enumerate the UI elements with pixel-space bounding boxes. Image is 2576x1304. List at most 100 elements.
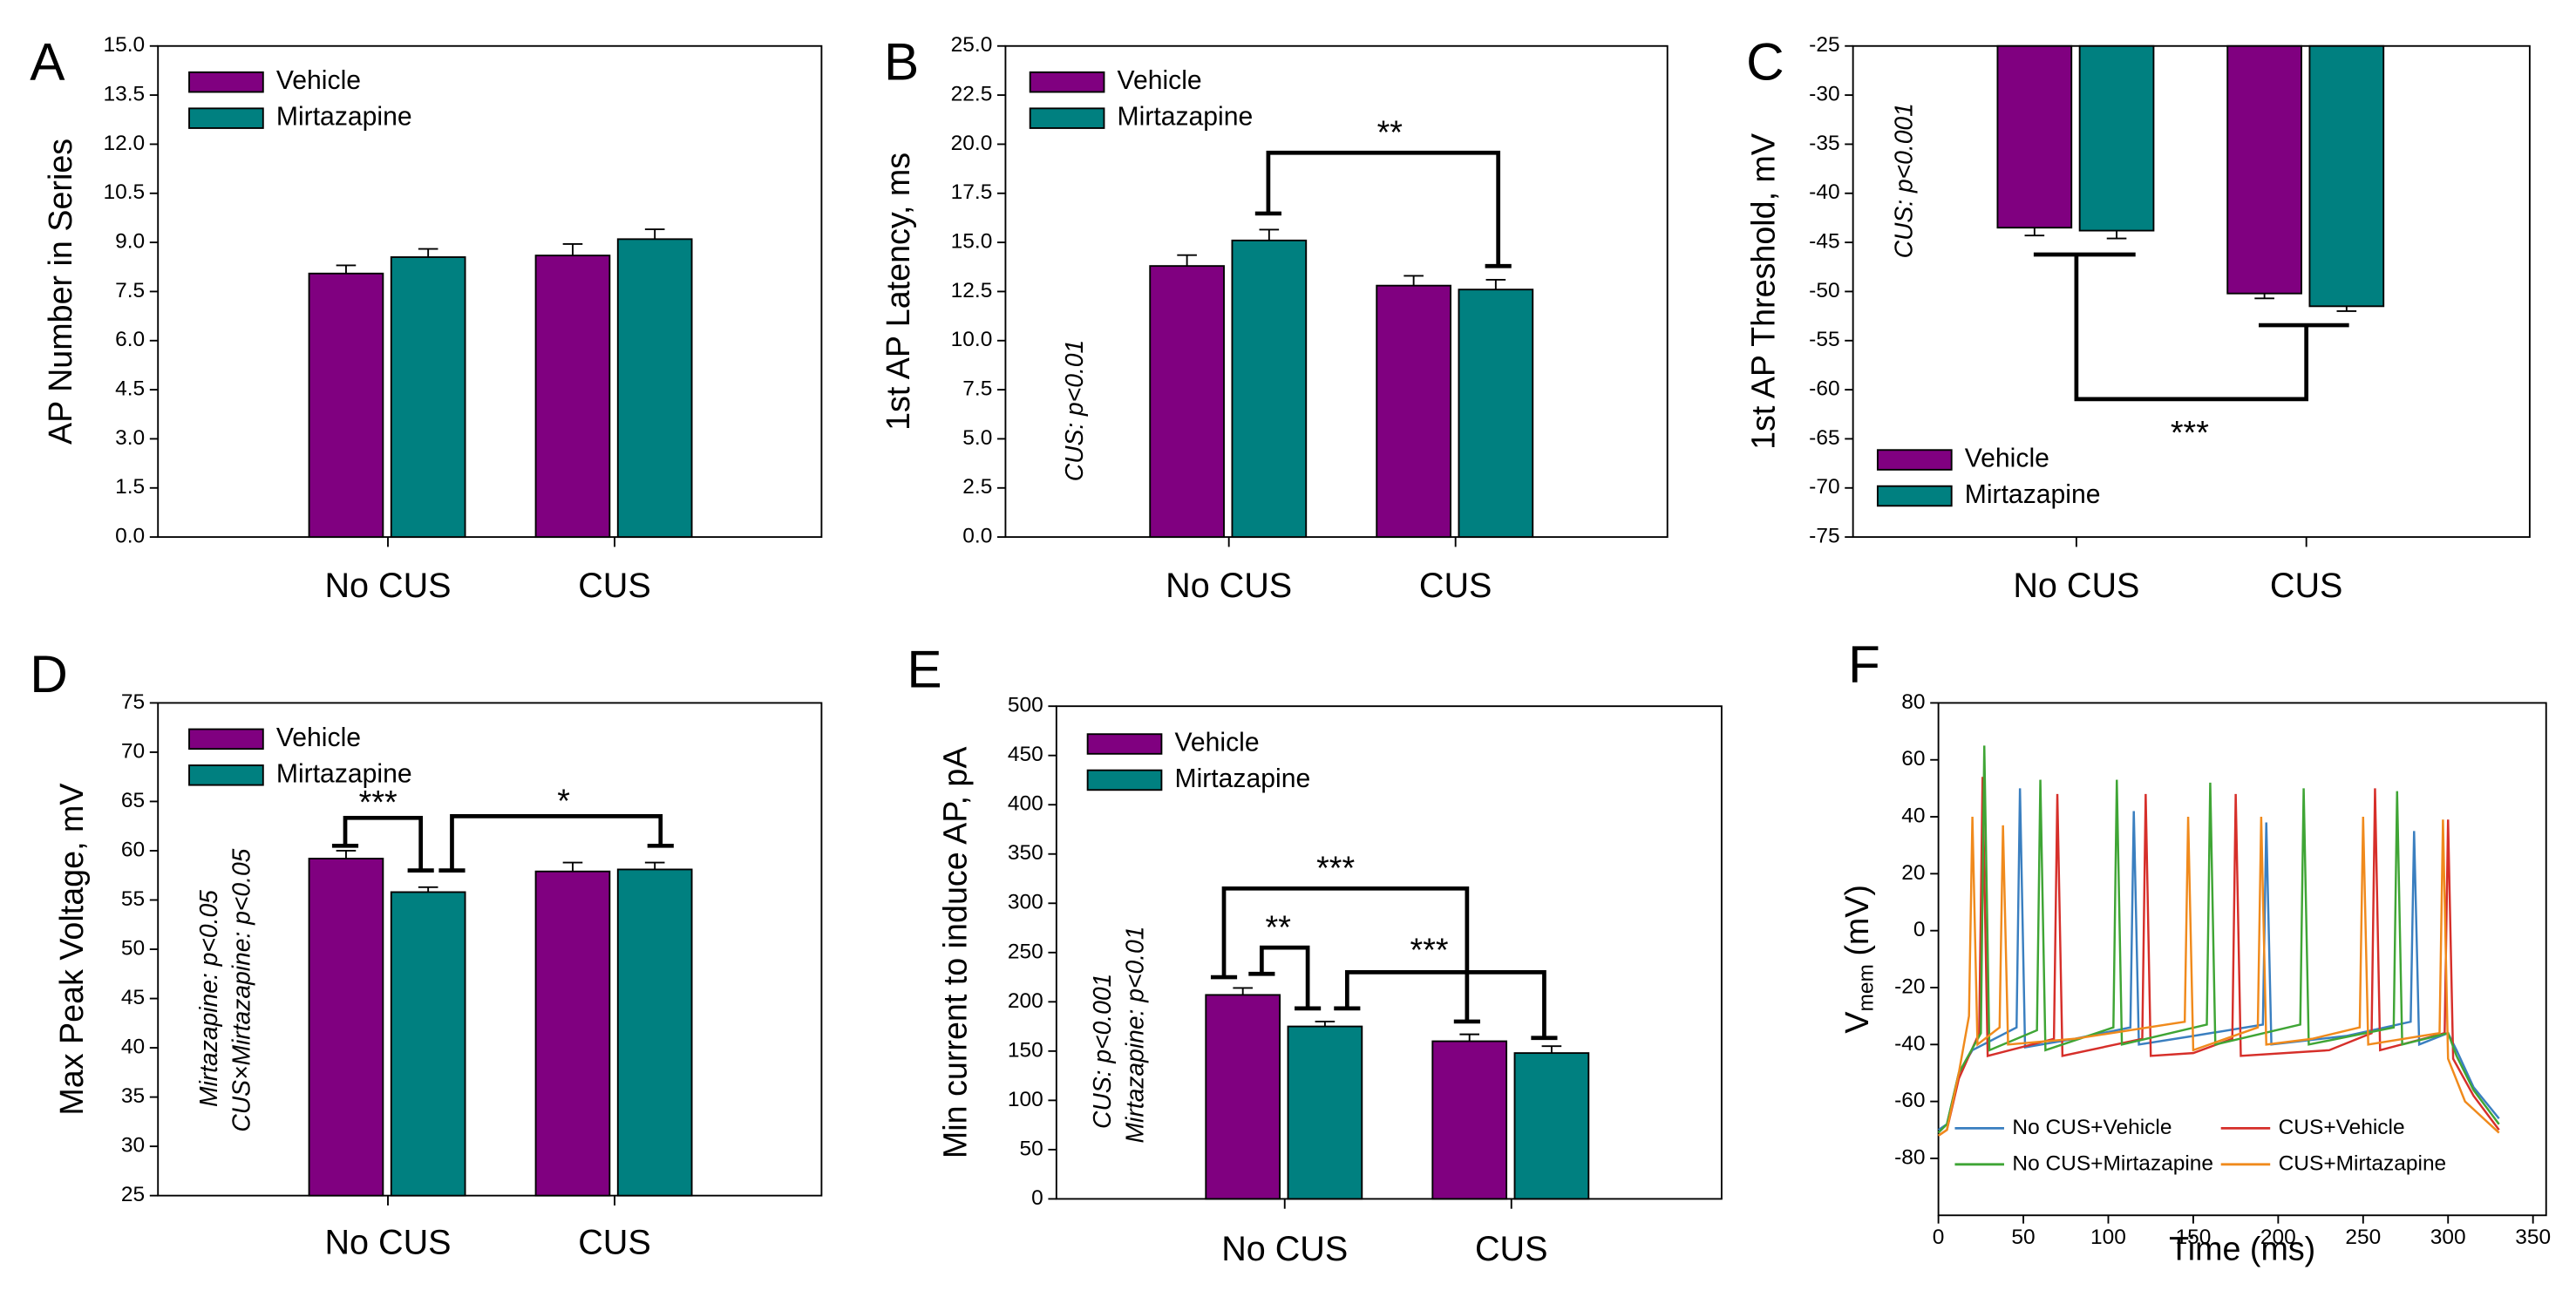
y-tick-label: 350	[1008, 841, 1043, 865]
x-tick-label: CUS	[578, 567, 651, 605]
trace	[1937, 817, 2500, 1137]
error-bar	[562, 861, 583, 872]
bar	[1231, 239, 1308, 539]
bar	[534, 870, 611, 1197]
panel-label: E	[907, 639, 941, 698]
y-tick-label: 200	[1008, 989, 1043, 1013]
legend-swatch	[188, 71, 264, 93]
y-tick-label: 20.0	[951, 132, 993, 155]
y-tick-label: -60	[1809, 377, 1839, 401]
y-tick-label: 65	[121, 789, 145, 812]
significance-bracket	[1248, 945, 1322, 1011]
y-tick-label: 75	[121, 690, 145, 714]
significance-bracket	[331, 815, 434, 873]
error-bar	[2336, 306, 2357, 312]
legend-swatch	[1086, 733, 1163, 755]
significance-label: ***	[2171, 414, 2209, 451]
y-tick-label: 3.0	[115, 426, 145, 450]
significance-label: **	[1266, 908, 1292, 945]
y-tick-label: -30	[1809, 83, 1839, 106]
plot-frame	[1937, 702, 2547, 1217]
annotation: Mirtazapine: p<0.01	[1121, 927, 1149, 1144]
bar	[1376, 284, 1451, 539]
y-tick-label: 12.0	[103, 132, 145, 155]
annotation: CUS: p<0.001	[1088, 974, 1116, 1129]
bar	[1205, 994, 1281, 1200]
x-tick-label: No CUS	[324, 567, 451, 605]
y-tick-label: -60	[1894, 1089, 1925, 1112]
y-tick-label: 10.0	[951, 328, 993, 351]
panel-label: A	[30, 31, 65, 91]
annotation: Mirtazapine: p<0.05	[194, 890, 222, 1107]
y-tick-label: 50	[121, 936, 145, 960]
y-axis-label: Max Peak Voltage, mV	[53, 783, 90, 1115]
legend-label: CUS+Mirtazapine	[2279, 1151, 2447, 1175]
legend-swatch	[1086, 769, 1163, 791]
bar	[390, 891, 466, 1197]
y-axis-label-unit: (mV)	[1839, 885, 1875, 956]
y-tick-label: -80	[1894, 1145, 1925, 1169]
annotation: CUS×Mirtazapine: p<0.05	[228, 848, 255, 1131]
y-tick-label: -40	[1809, 180, 1839, 204]
bar	[616, 868, 693, 1197]
error-bar	[1485, 278, 1506, 290]
panel: B 0.0 2.5 5.0 7.5 10.0 12.5 15.0 17.5 20.0 22.5 25.…	[880, 31, 1669, 605]
significance-label: ***	[1316, 850, 1355, 886]
significance-bracket	[2033, 252, 2349, 402]
y-tick-label: 60	[1901, 747, 1925, 771]
y-tick-label: -65	[1809, 426, 1839, 450]
error-bar	[644, 861, 665, 870]
legend-label: Mirtazapine	[1965, 480, 2101, 509]
legend-label: No CUS+Vehicle	[2012, 1116, 2172, 1139]
x-tick-label: 50	[2011, 1226, 2035, 1249]
bar	[1431, 1040, 1508, 1200]
legend-label: No CUS+Mirtazapine	[2012, 1151, 2213, 1175]
significance-bracket	[1254, 150, 1512, 268]
y-tick-label: 150	[1008, 1038, 1043, 1062]
error-bar	[2024, 228, 2045, 237]
error-bar	[2106, 230, 2127, 240]
y-axis-label-main: V	[1839, 1011, 1875, 1033]
error-bar	[1459, 1033, 1480, 1042]
y-tick-label: 7.5	[962, 377, 992, 401]
y-tick-label: 13.5	[103, 83, 145, 106]
panel-label: F	[1848, 635, 1880, 694]
y-tick-label: -35	[1809, 132, 1839, 155]
bar	[616, 238, 693, 539]
y-tick-label: -20	[1894, 975, 1925, 998]
y-tick-label: 300	[1008, 891, 1043, 914]
x-tick-label: CUS	[1419, 567, 1492, 605]
legend-label: Vehicle	[1174, 728, 1259, 757]
error-bar	[1259, 228, 1280, 241]
y-tick-label: 12.5	[951, 279, 993, 302]
y-tick-label: 50	[1020, 1137, 1043, 1160]
error-bar	[336, 264, 357, 274]
bar	[2226, 44, 2302, 295]
y-tick-label: -45	[1809, 230, 1839, 254]
x-tick-label: 300	[2430, 1226, 2466, 1249]
x-tick-label: No CUS	[2013, 567, 2139, 605]
x-tick-label: No CUS	[324, 1224, 451, 1262]
y-tick-label: 17.5	[951, 180, 993, 204]
panel: A 0.0 1.5 3.0 4.5 6.0 7.5 9.0 10.5 12.0 13.5 15.0 AP…	[30, 31, 823, 605]
significance-label: ***	[359, 784, 398, 820]
bar	[1287, 1025, 1363, 1200]
y-axis-label-sub: mem	[1855, 964, 1879, 1011]
y-tick-label: 25	[121, 1183, 145, 1206]
y-tick-label: 80	[1901, 690, 1925, 714]
y-tick-label: 0.0	[962, 525, 992, 548]
x-tick-label: 150	[2175, 1226, 2211, 1249]
bar	[390, 256, 466, 539]
x-tick-label: No CUS	[1221, 1230, 1348, 1268]
panel-label: B	[884, 31, 919, 91]
y-tick-label: 40	[121, 1036, 145, 1059]
y-tick-label: 25.0	[951, 33, 993, 57]
legend-label: Mirtazapine	[1174, 764, 1310, 793]
y-tick-label: 0	[1031, 1186, 1043, 1210]
y-tick-label: 30	[121, 1134, 145, 1158]
y-tick-label: 22.5	[951, 83, 993, 106]
legend-label: Vehicle	[1965, 445, 2049, 473]
trace	[1937, 788, 2500, 1131]
x-tick-label: 0	[1933, 1226, 1945, 1249]
